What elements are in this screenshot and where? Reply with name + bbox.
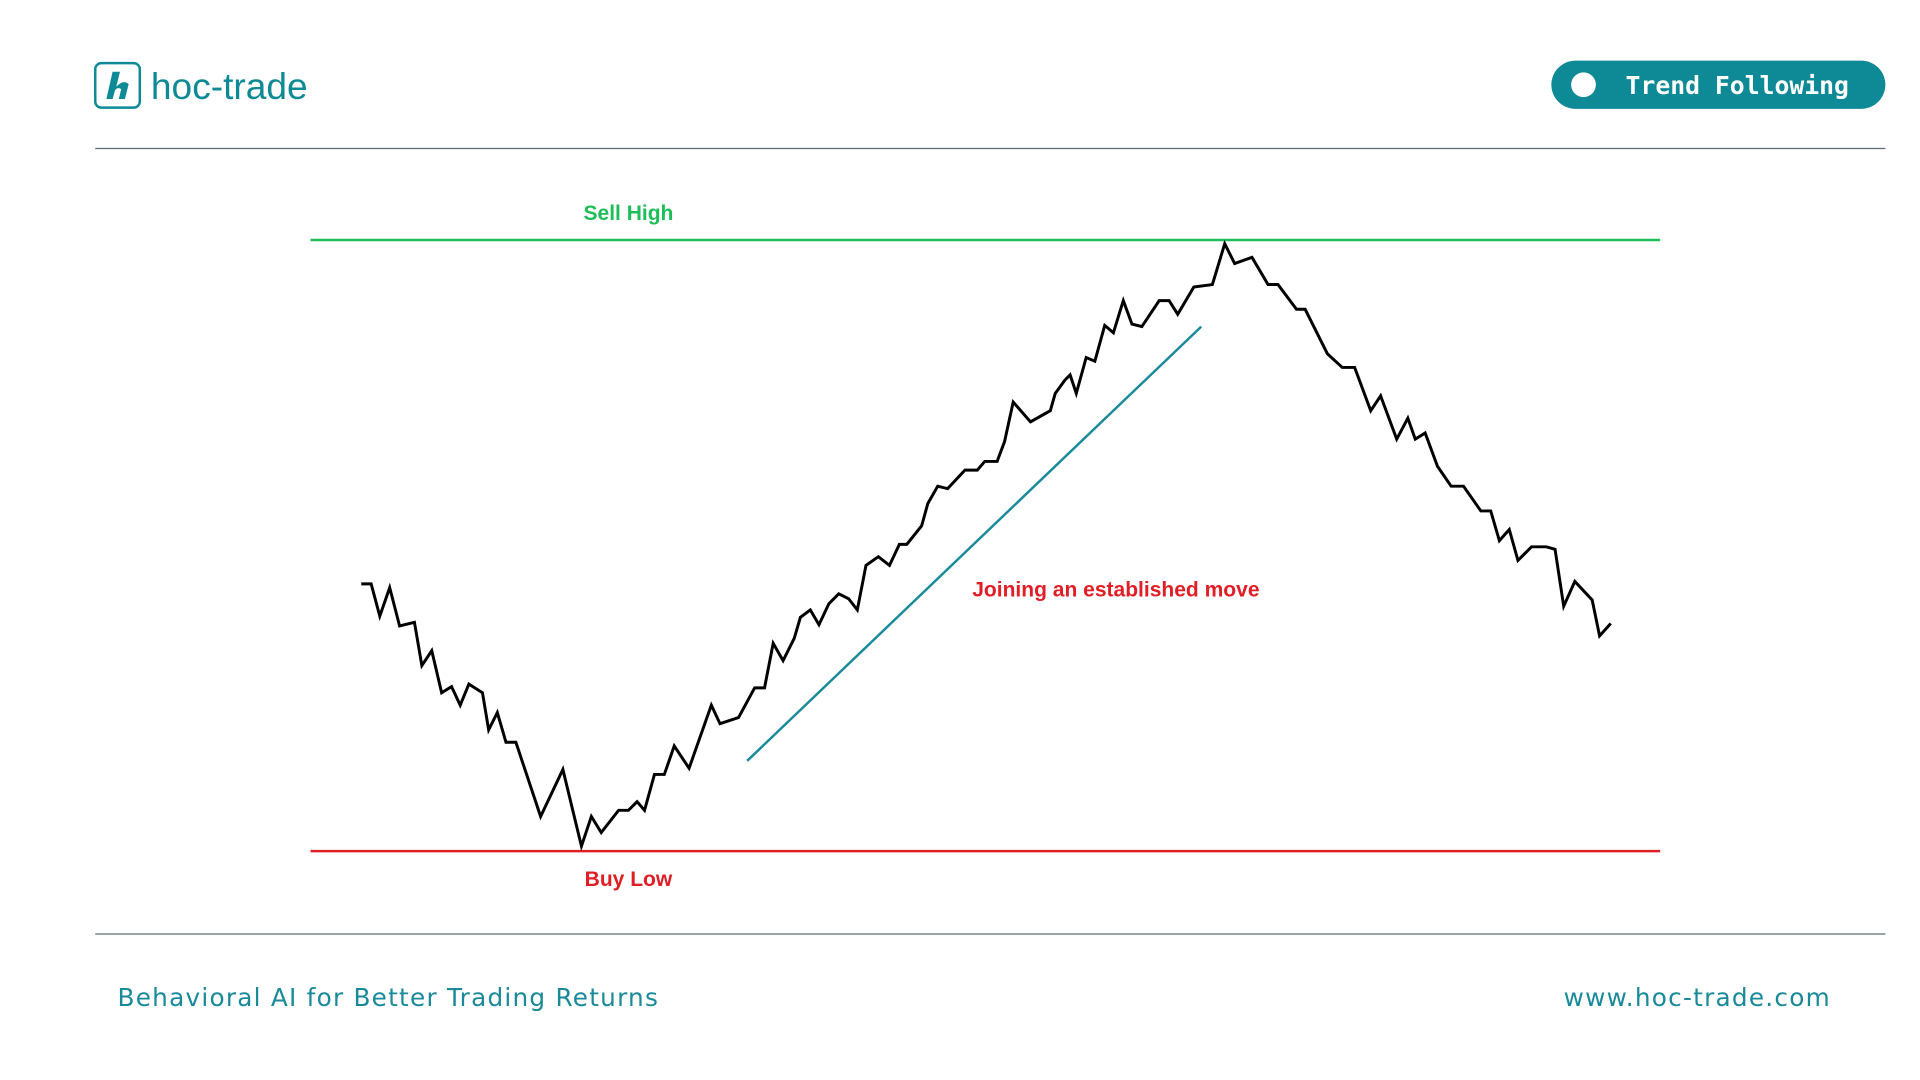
logo-mark <box>106 71 129 99</box>
logo-icon <box>94 61 142 109</box>
trend-line <box>746 325 1203 762</box>
logo-text: hoc-trade <box>151 65 308 107</box>
tagline: Behavioral AI for Better Trading Returns <box>118 983 660 1012</box>
buy-label: Buy Low <box>585 868 673 891</box>
sell-label: Sell High <box>583 202 673 225</box>
annotation: Joining an established move <box>972 578 1259 601</box>
url: www.hoc-trade.com <box>1564 983 1831 1012</box>
badge <box>1551 60 1886 109</box>
badge-dot <box>1571 72 1596 98</box>
price-path <box>361 239 1612 852</box>
badge-text: Trend Following <box>1626 71 1849 100</box>
